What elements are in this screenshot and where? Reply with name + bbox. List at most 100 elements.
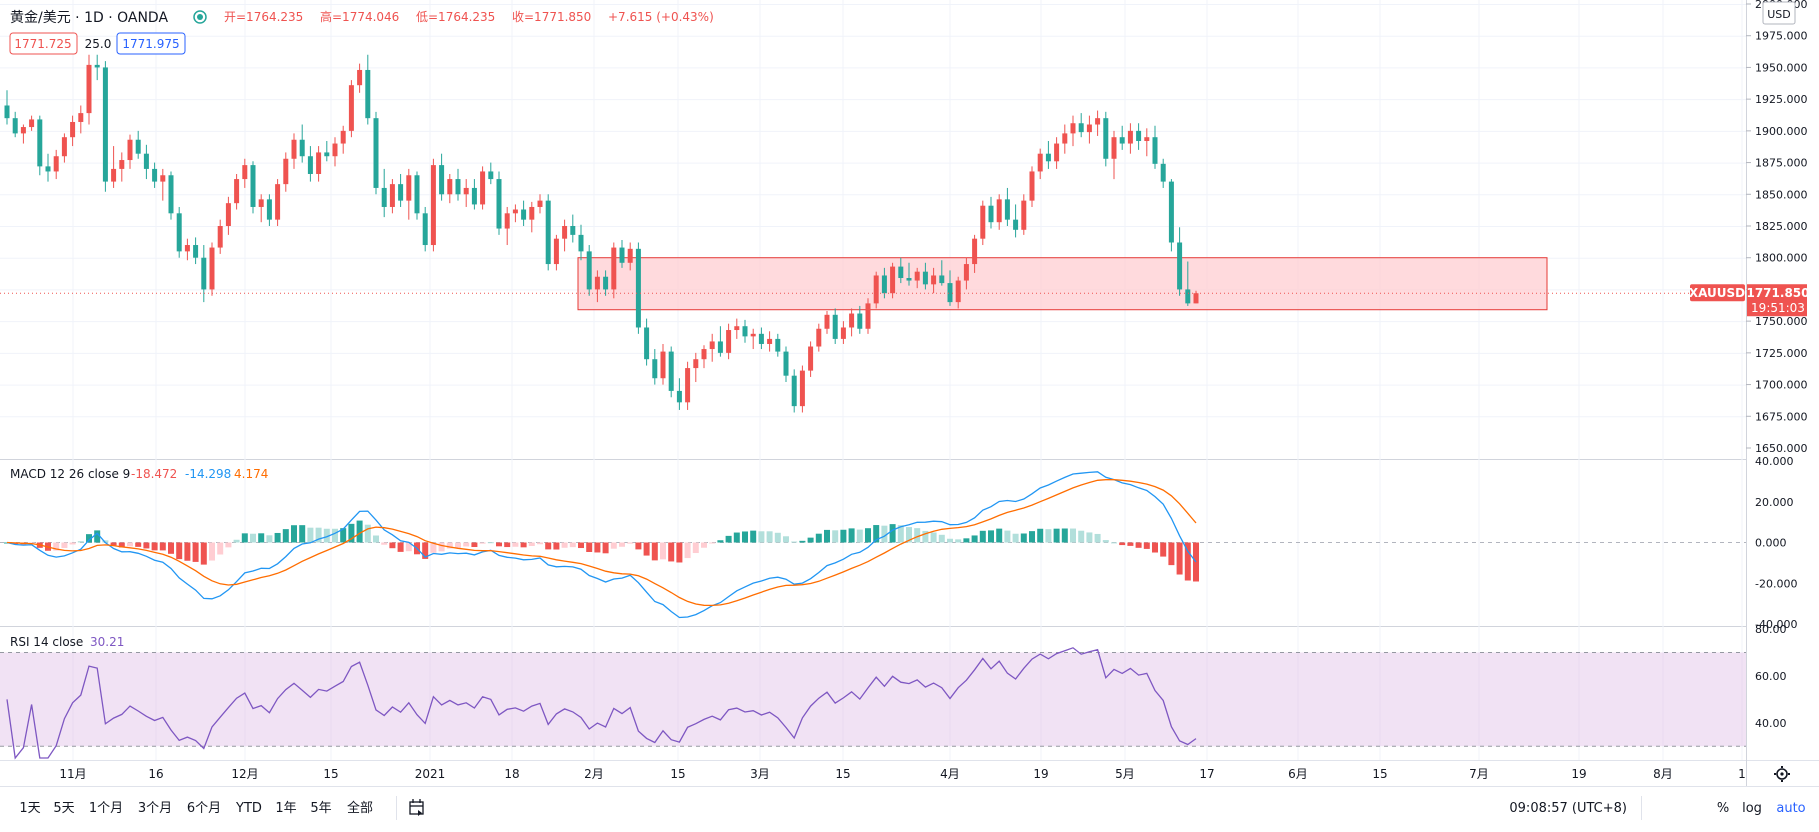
macd-axis: 40.000 20.000 0.000 -20.000 -40.000 <box>1755 455 1797 631</box>
candle-body <box>783 351 789 376</box>
range-button[interactable]: 全部 <box>347 800 373 816</box>
candle-body <box>521 209 527 220</box>
candle-body <box>881 275 887 294</box>
candle-body <box>365 69 371 119</box>
spread-value: 25.0 <box>85 37 112 51</box>
range-button[interactable]: 3个月 <box>138 801 172 816</box>
macd-histogram-bar <box>127 542 133 547</box>
candle-body <box>119 160 125 169</box>
candle-body <box>799 370 805 407</box>
settings-icon[interactable] <box>1774 766 1790 782</box>
candle-body <box>652 359 658 379</box>
candle-body <box>389 184 395 207</box>
clock-label[interactable]: 09:08:57 (UTC+8) <box>1509 801 1627 816</box>
bid-price: 1771.725 <box>14 37 71 51</box>
symbol-title[interactable]: 黄金/美元 · 1D · OANDA <box>10 9 168 26</box>
macd-histogram-bar <box>1045 529 1052 543</box>
candle-body <box>578 234 584 252</box>
macd-histogram-bar <box>323 528 330 543</box>
bid-button[interactable] <box>9 32 78 55</box>
candle-body <box>176 213 182 252</box>
candle-body <box>824 314 830 329</box>
macd-title[interactable]: MACD 12 26 close 9 <box>10 467 130 481</box>
close-value: 收=1771.850 <box>512 10 591 24</box>
macd-histogram-bar <box>807 537 814 543</box>
price-tick-label: 1825.000 <box>1755 220 1808 233</box>
currency-label-box[interactable] <box>1762 1 1796 25</box>
macd-histogram-bar <box>1135 542 1142 548</box>
macd-histogram-bar <box>856 529 863 543</box>
candle-body <box>168 175 174 214</box>
macd-histogram-bar <box>430 542 437 553</box>
macd-histogram-bar <box>963 538 970 543</box>
candle-body <box>922 271 928 285</box>
macd-histogram-bar <box>282 529 289 543</box>
range-button[interactable]: 6个月 <box>187 801 221 816</box>
macd-histogram-bar <box>553 542 560 550</box>
range-button[interactable]: 1天 <box>19 801 40 816</box>
time-axis-label: 12月 <box>231 767 258 781</box>
candle-body <box>1144 137 1150 142</box>
macd-histogram-bar <box>512 542 519 547</box>
candle-body <box>225 203 231 226</box>
macd-histogram-bar <box>660 542 666 560</box>
price-axis[interactable]: 2000.0001975.0001950.0001925.0001900.000… <box>1746 0 1808 455</box>
macd-histogram-bar <box>118 542 125 548</box>
candle-body <box>537 200 543 207</box>
macd-histogram-bar <box>200 542 207 565</box>
ask-button[interactable] <box>116 32 186 55</box>
time-axis-label: 15 <box>323 767 338 781</box>
candle-body <box>955 280 961 303</box>
macd-histogram-bar <box>225 542 232 548</box>
candle-body <box>1045 153 1051 162</box>
candle-body <box>307 156 313 174</box>
macd-histogram-bar <box>168 542 174 554</box>
log-toggle[interactable]: log <box>1742 801 1762 816</box>
candle-body <box>53 156 59 172</box>
range-button[interactable]: 5年 <box>310 801 331 816</box>
candle-body <box>1013 219 1019 230</box>
range-button[interactable]: 1个月 <box>89 801 123 816</box>
candle-body <box>758 333 764 344</box>
range-button[interactable]: 5天 <box>53 801 74 816</box>
auto-toggle[interactable]: auto <box>1776 801 1805 816</box>
macd-histogram-bar <box>258 533 265 543</box>
macd-histogram-bar <box>799 540 806 543</box>
goto-date-icon[interactable] <box>409 799 424 816</box>
macd-histogram-bar <box>537 542 543 545</box>
range-button[interactable]: 1年 <box>275 801 296 816</box>
candle-body <box>266 199 272 220</box>
candle-body <box>717 341 723 353</box>
macd-histogram-bar <box>250 533 256 543</box>
macd-histogram-bar <box>1037 528 1044 543</box>
price-tick-label: 1800.000 <box>1755 252 1808 265</box>
time-axis-label: 19 <box>1571 767 1586 781</box>
time-axis[interactable]: 11月 16 12月 15 2021 18 2月 15 3月 15 4月 19 5月 17 6月 15 7月 19… <box>59 767 1745 781</box>
candle-body <box>635 248 641 328</box>
macd-histogram-bar <box>545 542 552 550</box>
macd-histogram-bar <box>955 539 962 543</box>
macd-histogram-bar <box>528 542 535 547</box>
resistance-zone[interactable] <box>577 257 1548 311</box>
high-value: 高=1774.046 <box>320 9 399 24</box>
macd-pane[interactable]: 40.000 20.000 0.000 -20.000 -40.000 MACD 12 … <box>0 455 1797 631</box>
range-button[interactable]: YTD <box>235 801 262 816</box>
macd-histogram-bar <box>487 542 494 544</box>
candle-body <box>586 251 592 290</box>
percent-toggle[interactable]: % <box>1717 801 1729 816</box>
candle-body <box>1062 133 1068 144</box>
macd-histogram-bar <box>405 542 412 552</box>
macd-histogram-bar <box>389 542 396 549</box>
macd-histogram-bar <box>619 542 625 547</box>
macd-histogram-bar <box>1020 533 1027 543</box>
rsi-title[interactable]: RSI 14 close <box>10 635 83 649</box>
macd-histogram-bar <box>176 542 183 560</box>
rsi-pane[interactable]: 80.00 60.00 40.00 RSI 14 close 30.21 <box>0 623 1787 760</box>
candle-body <box>4 105 10 119</box>
macd-histogram-bar <box>684 542 691 559</box>
rsi-axis: 80.00 60.00 40.00 <box>1755 623 1787 730</box>
change-value: +7.615 (+0.43%) <box>608 10 714 24</box>
candle-body <box>406 175 412 201</box>
candle-body <box>939 275 945 284</box>
